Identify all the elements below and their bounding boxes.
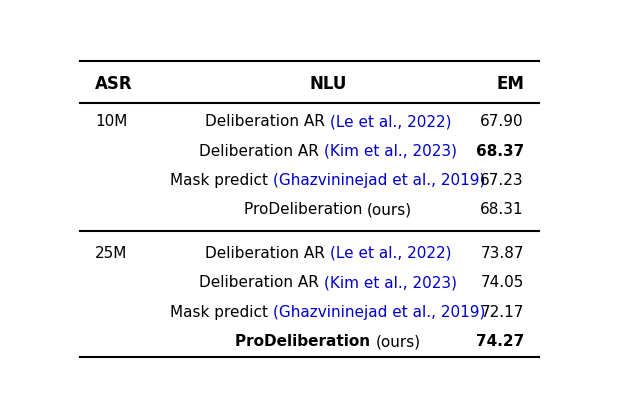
Text: Mask predict: Mask predict [170, 173, 273, 188]
Text: (Le et al., 2022): (Le et al., 2022) [330, 114, 451, 129]
Text: (Ghazvininejad et al., 2019): (Ghazvininejad et al., 2019) [273, 304, 486, 319]
Text: 74.05: 74.05 [481, 275, 524, 290]
Text: ProDeliberation: ProDeliberation [244, 202, 367, 217]
Text: (ours): (ours) [367, 202, 412, 217]
Text: 68.31: 68.31 [480, 202, 524, 217]
Text: EM: EM [496, 75, 524, 93]
Text: NLU: NLU [309, 75, 347, 93]
Text: (Kim et al., 2023): (Kim et al., 2023) [324, 143, 457, 158]
Text: Deliberation AR: Deliberation AR [205, 245, 330, 260]
Text: 10M: 10M [95, 114, 127, 129]
Text: Deliberation AR: Deliberation AR [199, 275, 324, 290]
Text: 73.87: 73.87 [481, 245, 524, 260]
Text: ProDeliberation: ProDeliberation [236, 333, 376, 348]
Text: 72.17: 72.17 [481, 304, 524, 319]
Text: 67.90: 67.90 [480, 114, 524, 129]
Text: Deliberation AR: Deliberation AR [205, 114, 330, 129]
Text: 25M: 25M [95, 245, 127, 260]
Text: 67.23: 67.23 [480, 173, 524, 188]
Text: 68.37: 68.37 [476, 143, 524, 158]
Text: (Kim et al., 2023): (Kim et al., 2023) [324, 275, 457, 290]
Text: Mask predict: Mask predict [170, 304, 273, 319]
Text: 74.27: 74.27 [476, 333, 524, 348]
Text: (ours): (ours) [376, 333, 420, 348]
Text: (Ghazvininejad et al., 2019): (Ghazvininejad et al., 2019) [273, 173, 486, 188]
Text: Deliberation AR: Deliberation AR [199, 143, 324, 158]
Text: (Le et al., 2022): (Le et al., 2022) [330, 245, 451, 260]
Text: ASR: ASR [95, 75, 132, 93]
